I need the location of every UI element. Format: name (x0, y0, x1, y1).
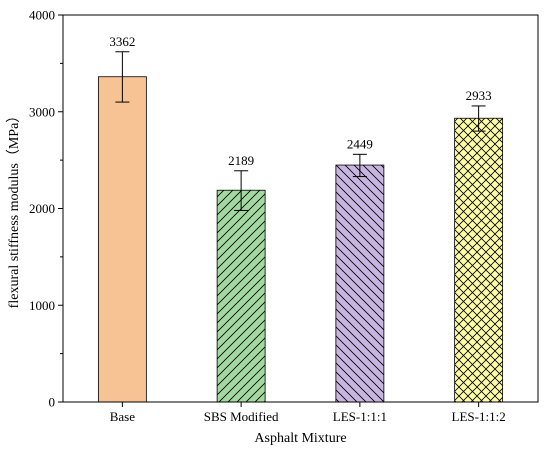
x-tick-label-0: Base (110, 409, 136, 424)
x-tick-label-1: SBS Modified (204, 409, 279, 424)
data-labels-layer: 3362 2189 2449 2933 (109, 34, 491, 168)
bar-2 (335, 164, 385, 403)
data-label-2: 2449 (347, 136, 373, 151)
bar-3 (454, 117, 504, 403)
y-tick-label-0: 0 (49, 395, 56, 410)
y-tick-label-3: 3000 (29, 104, 55, 119)
y-tick-label-2: 2000 (29, 201, 55, 216)
error-bars-layer (115, 51, 486, 211)
bars-layer (97, 76, 504, 403)
data-label-1: 2189 (228, 153, 254, 168)
x-axis-title: Asphalt Mixture (254, 431, 346, 446)
data-label-0: 3362 (109, 34, 135, 49)
bar-1 (216, 189, 266, 403)
y-axis: 0 1000 2000 3000 4000 (29, 8, 63, 410)
y-tick-label-1: 1000 (29, 298, 55, 313)
y-tick-label-4: 4000 (29, 8, 55, 23)
bar-0 (97, 76, 147, 403)
x-tick-label-2: LES-1:1:1 (333, 409, 387, 424)
data-label-3: 2933 (466, 88, 492, 103)
x-axis: Base SBS Modified LES-1:1:1 LES-1:1:2 (110, 402, 506, 424)
x-tick-label-3: LES-1:1:2 (452, 409, 506, 424)
y-axis-title: flexural stiffness modulus（MPa） (6, 109, 22, 309)
